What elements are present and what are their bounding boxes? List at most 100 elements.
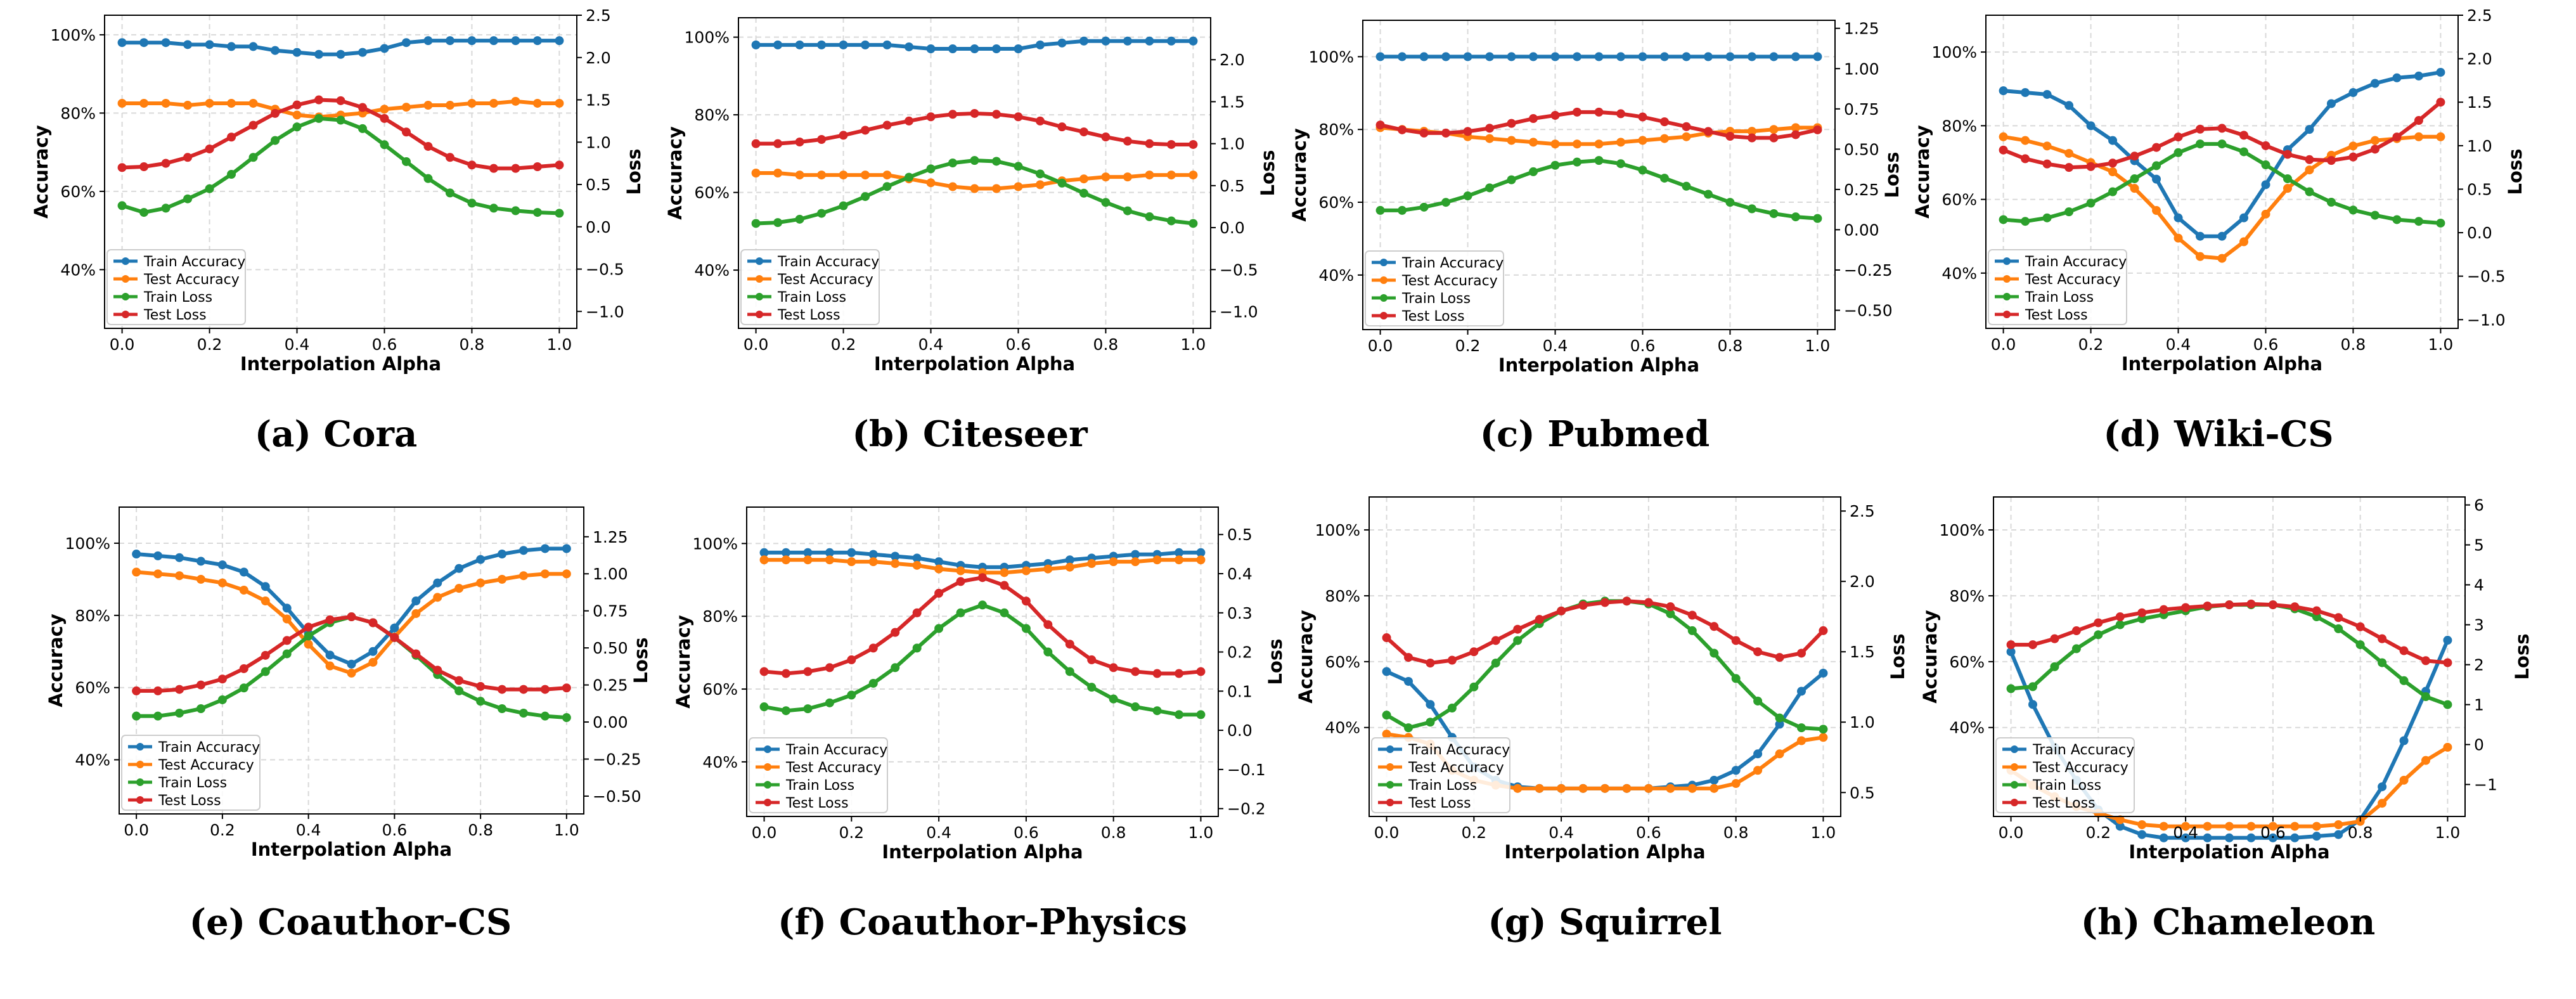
data-point-train-loss [1513,636,1523,645]
legend-marker-test-accuracy [756,275,763,283]
data-point-test-accuracy [2312,822,2321,831]
data-point-test-loss [2355,622,2365,631]
legend-label-test-loss: Test Loss [158,793,221,809]
data-point-test-accuracy [2130,184,2139,193]
data-point-test-loss [368,618,378,628]
data-point-train-loss [161,203,171,213]
data-point-train-loss [970,156,979,165]
data-point-train-loss [825,698,834,707]
data-point-train-loss [868,678,878,688]
data-point-train-accuracy [390,623,399,633]
data-point-test-accuracy [2239,237,2248,247]
data-point-test-accuracy [401,103,411,112]
data-point-test-loss [2028,640,2037,650]
data-point-test-loss [2283,150,2292,159]
data-point-test-accuracy [2414,132,2423,141]
data-point-test-loss [304,622,313,632]
data-point-test-loss [2443,658,2452,667]
data-point-test-loss [1065,640,1074,649]
x-tick-label: 0.6 [1630,337,1656,355]
data-point-test-accuracy [1087,558,1097,568]
data-point-train-loss [1747,204,1756,214]
data-point-test-loss [2071,626,2081,636]
legend-box [1365,250,1504,326]
data-point-test-loss [1057,122,1067,132]
data-point-train-accuracy [498,550,507,559]
y-tick-label: 80% [1942,117,1977,135]
data-point-test-loss [2348,152,2358,162]
data-point-test-accuracy [1600,783,1609,793]
y-tick-label: 100% [1940,521,1985,539]
data-point-test-loss [817,135,827,145]
data-point-train-loss [1813,214,1822,223]
series-line-test-loss [136,615,567,693]
data-point-test-accuracy [368,657,378,667]
x-tick-label: 0.4 [918,335,944,354]
data-point-test-accuracy [1175,555,1183,565]
legend: Train Accuracy Test Accuracy Train Loss Tes… [1365,250,1504,326]
y-axis-title: Accuracy [673,615,694,709]
data-point-test-accuracy [2370,136,2380,145]
data-point-test-accuracy [2348,141,2358,151]
data-point-train-accuracy [795,40,804,49]
y2-tick-label: 2.5 [1850,502,1875,520]
data-point-train-loss [336,115,345,125]
data-point-test-loss [1145,139,1154,148]
data-point-train-loss [2064,207,2074,217]
data-point-test-loss [2196,124,2205,134]
data-point-train-loss [2042,213,2052,222]
data-point-train-accuracy [347,659,356,669]
data-point-train-loss [2196,139,2205,149]
y2-tick-label: 1.0 [2467,137,2492,155]
data-point-train-accuracy [1426,700,1435,709]
data-point-test-loss [2174,132,2183,142]
data-point-train-loss [271,136,280,145]
series-line-test-accuracy [136,570,567,675]
legend: Train Accuracy Test Accuracy Train Loss Tes… [1371,737,1510,813]
x-tick-label: 0.4 [1549,823,1574,842]
data-point-train-accuracy [1791,52,1800,61]
data-point-test-accuracy [2261,209,2270,219]
y-tick-label: 60% [1318,193,1354,212]
data-point-test-loss [161,158,171,168]
data-point-test-loss [1014,112,1023,122]
data-point-test-loss [1813,125,1822,134]
y2-tick-label: 0.5 [586,176,611,194]
legend-label-train-loss: Train Loss [777,290,846,306]
data-point-train-loss [861,192,870,202]
data-point-test-accuracy [1731,779,1741,789]
data-point-train-loss [1109,694,1118,704]
y2-axis-title: Loss [623,149,645,195]
data-point-train-loss [139,208,149,217]
data-point-test-accuracy [454,584,464,593]
data-point-test-loss [139,162,149,171]
data-point-test-loss [2137,608,2147,617]
y-axis-title: Accuracy [664,126,686,220]
y-tick-label: 100% [1309,48,1354,66]
data-point-test-loss [2399,646,2409,655]
legend-marker-train-loss [122,293,129,300]
data-point-test-loss [1043,620,1053,629]
y2-tick-label: 0.5 [1227,525,1253,544]
data-point-test-accuracy [1485,134,1495,143]
legend-marker-train-accuracy [122,257,129,265]
data-point-test-loss [882,120,892,130]
data-point-train-accuracy [1079,36,1088,46]
data-point-train-loss [239,683,248,693]
data-point-test-loss [1152,669,1162,678]
y2-axis-title: Loss [2511,634,2533,680]
data-point-train-accuracy [1382,667,1391,676]
y-tick-label: 100% [65,534,110,553]
data-point-test-loss [518,685,528,694]
data-point-train-accuracy [1123,36,1132,46]
data-point-test-loss [2225,600,2234,610]
x-tick-label: 0.0 [1374,823,1400,842]
data-point-test-loss [751,139,761,148]
data-point-test-accuracy [1014,182,1023,191]
data-point-test-accuracy [1079,174,1088,184]
legend-label-test-loss: Test Loss [2032,796,2096,811]
data-point-test-accuracy [1578,783,1588,793]
data-point-test-loss [1398,125,1407,134]
data-point-test-accuracy [183,101,193,110]
y2-tick-label: −0.5 [1220,261,1258,279]
